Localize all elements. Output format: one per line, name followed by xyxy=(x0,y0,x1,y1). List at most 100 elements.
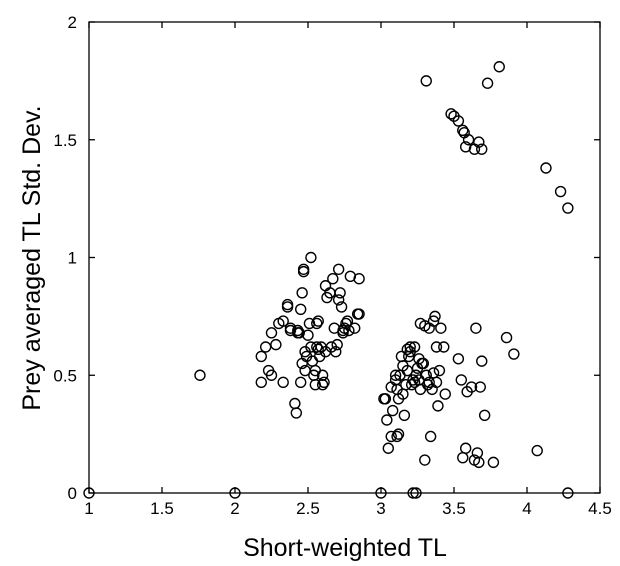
axis-ticks xyxy=(88,21,601,494)
data-point xyxy=(386,404,399,417)
data-point xyxy=(398,409,411,421)
data-point xyxy=(318,376,330,389)
data-point xyxy=(353,308,365,320)
data-point xyxy=(432,400,444,412)
data-points xyxy=(83,61,574,499)
data-point xyxy=(389,369,402,381)
data-point xyxy=(554,185,567,198)
y-tick-label: 0.5 xyxy=(53,366,77,385)
data-point xyxy=(493,61,505,73)
data-point xyxy=(296,287,308,299)
data-point xyxy=(335,301,348,313)
data-point xyxy=(340,317,352,330)
data-point xyxy=(194,369,206,381)
data-point xyxy=(332,294,345,306)
data-point xyxy=(462,134,475,146)
data-point xyxy=(259,341,272,353)
data-point xyxy=(531,444,543,457)
y-tick-label: 1.5 xyxy=(53,131,77,150)
data-point xyxy=(427,315,440,327)
data-point xyxy=(255,376,267,389)
data-point xyxy=(349,322,361,334)
data-point xyxy=(419,454,431,466)
data-point xyxy=(392,428,405,440)
y-tick-label: 2 xyxy=(68,13,77,32)
x-tick-label: 4.5 xyxy=(588,499,612,518)
data-point xyxy=(277,315,289,327)
data-point xyxy=(452,115,465,127)
data-point xyxy=(404,341,416,353)
x-tick-label: 4 xyxy=(522,499,531,518)
x-axis-title: Short-weighted TL xyxy=(243,534,447,562)
data-point xyxy=(327,272,339,285)
data-point xyxy=(435,322,447,334)
data-point xyxy=(478,409,491,421)
data-point xyxy=(312,343,324,356)
data-point xyxy=(452,353,465,365)
data-point xyxy=(473,136,485,148)
data-point xyxy=(481,77,494,89)
data-point xyxy=(410,487,422,499)
data-point xyxy=(459,442,472,454)
data-point xyxy=(375,487,387,499)
y-tick-label: 0 xyxy=(68,484,77,503)
x-tick-label: 1 xyxy=(84,499,93,518)
data-point xyxy=(343,324,355,337)
x-tick-label: 1.5 xyxy=(150,499,174,518)
data-point xyxy=(500,331,513,344)
data-point xyxy=(312,315,324,327)
data-point xyxy=(265,369,278,381)
data-point xyxy=(540,162,552,174)
data-point xyxy=(473,456,485,469)
x-tick-label: 3.5 xyxy=(442,499,466,518)
data-point xyxy=(255,350,267,363)
data-point xyxy=(330,346,342,358)
data-point xyxy=(305,251,317,264)
data-point xyxy=(417,357,430,370)
data-point xyxy=(265,327,278,339)
data-point xyxy=(334,287,346,299)
data-point xyxy=(379,393,392,405)
data-point xyxy=(438,341,450,353)
data-point xyxy=(476,355,488,367)
data-point xyxy=(455,374,467,386)
data-point xyxy=(424,430,437,443)
data-point xyxy=(423,376,435,389)
data-point xyxy=(289,397,301,410)
data-point xyxy=(433,364,446,377)
data-point xyxy=(439,388,451,400)
data-point xyxy=(295,303,307,316)
data-point xyxy=(316,378,329,391)
data-point xyxy=(562,202,574,214)
y-tick-label: 1 xyxy=(68,249,77,268)
data-point xyxy=(414,383,427,396)
plot-frame xyxy=(88,21,601,494)
data-point xyxy=(465,381,478,393)
data-point xyxy=(408,341,421,353)
data-point xyxy=(401,343,413,356)
data-point xyxy=(381,414,393,426)
data-point xyxy=(430,376,443,389)
data-point xyxy=(382,442,394,454)
data-point xyxy=(332,263,345,275)
data-point xyxy=(429,310,441,323)
x-tick-label: 2.5 xyxy=(296,499,320,518)
data-point xyxy=(281,298,294,311)
data-point xyxy=(302,329,314,341)
data-point xyxy=(430,341,443,353)
data-point xyxy=(297,265,310,278)
data-point xyxy=(391,430,403,443)
data-point xyxy=(290,407,303,419)
data-point xyxy=(270,338,282,351)
data-point xyxy=(295,376,307,389)
data-point xyxy=(385,430,397,443)
data-point xyxy=(353,272,365,285)
axis-tick-labels: 1 1.5 2 2.5 3 3.5 4 4.5 0 0.5 1 1.5 2 xyxy=(53,13,611,518)
data-point xyxy=(420,75,432,87)
data-point xyxy=(281,301,294,313)
data-point xyxy=(277,376,289,389)
data-point xyxy=(445,108,457,120)
data-point xyxy=(407,487,419,499)
data-point xyxy=(401,364,413,377)
